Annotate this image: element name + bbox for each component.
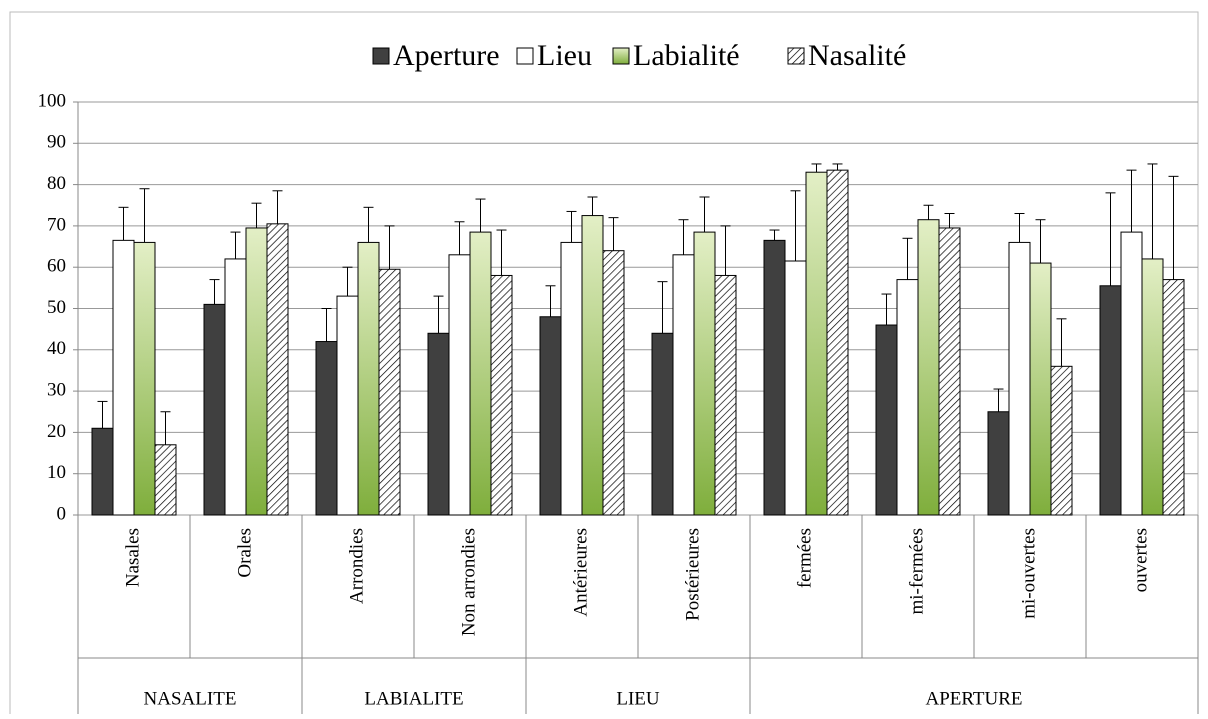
y-tick-label: 100 (38, 90, 67, 111)
bar (672, 254, 695, 516)
x-tick-label: Postérieures (682, 528, 703, 621)
bar (224, 258, 247, 516)
bar (651, 332, 674, 516)
bar (805, 171, 828, 516)
legend-swatch (787, 47, 805, 65)
bar (266, 223, 289, 516)
x-tick-label: Orales (234, 528, 255, 578)
legend: Aperture Lieu Labialité Nasalité (372, 39, 906, 72)
y-tick-label: 70 (47, 214, 66, 235)
bar (1099, 285, 1122, 516)
x-tick-label: mi-ouvertes (1018, 528, 1039, 619)
bar (357, 241, 380, 516)
x-tick-label: mi-fermées (906, 528, 927, 615)
bar (1008, 241, 1031, 516)
y-tick-label: 30 (47, 379, 66, 400)
bar (763, 239, 786, 516)
bar (315, 341, 338, 516)
bar (1162, 279, 1185, 516)
bar (826, 169, 849, 516)
x-tick-label: Arrondies (346, 528, 367, 604)
x-tick-label: fermées (794, 528, 815, 588)
bar (938, 227, 961, 516)
bar (784, 260, 807, 516)
group-label: LIEU (616, 688, 660, 709)
legend-label: Aperture (393, 39, 500, 72)
bar (987, 411, 1010, 516)
legend-label: Nasalité (808, 39, 906, 72)
legend-label: Lieu (537, 39, 592, 72)
bar (581, 215, 604, 516)
y-tick-label: 10 (47, 462, 66, 483)
y-tick-label: 60 (47, 256, 66, 277)
bar (133, 241, 156, 516)
legend-swatch (516, 47, 534, 65)
bar (539, 316, 562, 516)
bar (448, 254, 471, 516)
bar (91, 427, 114, 516)
bar (714, 274, 737, 516)
bar (490, 274, 513, 516)
y-tick-label: 40 (47, 338, 66, 359)
bar (875, 324, 898, 516)
group-label: LABIALITE (364, 688, 463, 709)
bar (469, 231, 492, 516)
y-tick-label: 0 (57, 503, 67, 524)
bar (427, 332, 450, 516)
legend-swatch (372, 47, 390, 65)
bar (917, 219, 940, 516)
bar (693, 231, 716, 516)
y-tick-label: 50 (47, 297, 66, 318)
bar (112, 239, 135, 516)
bar (1120, 231, 1143, 516)
bar (896, 279, 919, 516)
bar (336, 295, 359, 516)
bar (1141, 258, 1164, 516)
group-label: NASALITE (144, 688, 237, 709)
bar (203, 303, 226, 516)
y-tick-label: 20 (47, 421, 66, 442)
bar (560, 241, 583, 516)
y-tick-label: 90 (47, 132, 66, 153)
bar (1029, 262, 1052, 516)
bar (154, 444, 177, 516)
legend-swatch (612, 47, 630, 65)
chart-border (9, 11, 1199, 719)
x-tick-label: ouvertes (1130, 528, 1151, 592)
bar (602, 250, 625, 516)
bar (1050, 365, 1073, 516)
bar (245, 227, 268, 516)
x-tick-label: Non arrondies (458, 528, 479, 636)
bar (378, 268, 401, 516)
x-tick-label: Nasales (122, 528, 143, 587)
y-tick-label: 80 (47, 173, 66, 194)
group-label: APERTURE (925, 688, 1022, 709)
legend-label: Labialité (633, 39, 740, 72)
x-tick-label: Antérieures (570, 528, 591, 617)
